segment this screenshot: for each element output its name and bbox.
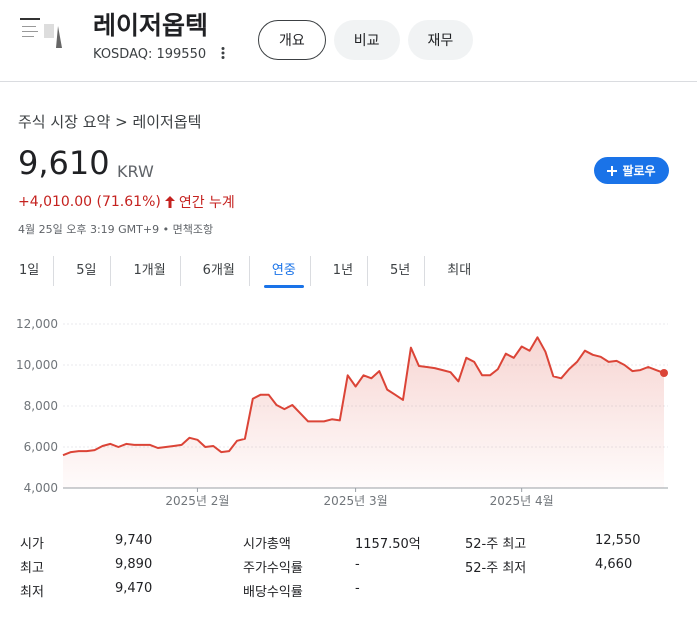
up-arrow <box>164 196 175 208</box>
stat-label: 시가 <box>20 537 44 552</box>
y-tick-label: 12,000 <box>16 317 58 331</box>
y-tick-label: 4,000 <box>24 481 58 495</box>
area <box>63 337 664 488</box>
stat-value: - <box>355 557 360 572</box>
stock-title: 레이저옵텍 <box>93 11 209 40</box>
range-tab[interactable]: 1일 <box>5 256 55 286</box>
last-point <box>660 368 668 377</box>
stat-value: - <box>355 581 360 596</box>
y-tick-label: 10,000 <box>16 358 58 372</box>
y-tick-label: 8,000 <box>24 399 58 413</box>
more-icon[interactable] <box>216 46 230 60</box>
stat-label: 52-주 최저 <box>465 561 527 576</box>
plus-icon <box>607 165 618 176</box>
change-period: 연간 누계 <box>178 195 235 211</box>
tab[interactable]: 비교 <box>333 20 400 60</box>
price: 9,610 <box>18 144 110 182</box>
divider <box>0 81 697 82</box>
line <box>62 336 665 457</box>
range-tab[interactable]: 1년 <box>319 256 369 286</box>
currency: KRW <box>117 162 154 181</box>
y-tick-label: 6,000 <box>24 440 58 454</box>
stat-value: 4,660 <box>595 557 633 572</box>
stat-value: 9,740 <box>115 533 153 548</box>
stat-label: 최고 <box>20 561 44 576</box>
tab[interactable]: 재무 <box>407 20 474 60</box>
stat-value: 9,470 <box>115 581 153 596</box>
follow-button[interactable]: 팔로우 <box>594 157 669 184</box>
stat-label: 최저 <box>20 585 44 600</box>
stat-value: 1157.50억 <box>355 537 421 552</box>
range-tab[interactable]: 5일 <box>62 256 112 286</box>
stat-label: 시가총액 <box>243 537 291 552</box>
ticker-text: KOSDAQ: 199550 <box>93 47 207 62</box>
stat-value: 12,550 <box>595 533 641 548</box>
logo <box>20 18 62 48</box>
range-tab[interactable]: 연중 <box>258 256 311 288</box>
price-change: +4,010.00 (71.61%) 연간 누계 <box>18 192 235 212</box>
stat-label: 배당수익률 <box>243 585 303 600</box>
chart: 4,000 6,000 8,000 10,000 12,000 2025년 2월 2025년… <box>16 317 668 508</box>
range-tab[interactable]: 6개월 <box>189 256 250 286</box>
x-tick-label: 2025년 4월 <box>490 494 554 508</box>
range-tab[interactable]: 5년 <box>376 256 426 286</box>
follow-label: 팔로우 <box>622 164 656 178</box>
range-tab[interactable]: 1개월 <box>119 256 181 286</box>
tab[interactable]: 개요 <box>258 20 326 60</box>
tab-bar: 개요 비교 재무 <box>258 20 474 60</box>
stat-label: 52-주 최고 <box>465 537 527 552</box>
range-tab[interactable]: 최대 <box>447 263 472 278</box>
stat-value: 9,890 <box>115 557 153 572</box>
x-tick-label: 2025년 2월 <box>165 494 229 508</box>
x-tick-label: 2025년 3월 <box>324 494 388 508</box>
time-text: 4월 25일 오후 3:19 GMT+9 • <box>18 223 170 236</box>
stat-label: 주가수익률 <box>243 561 303 576</box>
range-tabs: 1일 5일 1개월 6개월 연중 1년 5년 최대 <box>5 256 493 288</box>
timestamp: 4월 25일 오후 3:19 GMT+9 • 면책조항 <box>18 221 213 237</box>
ticker: KOSDAQ: 199550 <box>93 46 230 62</box>
disclaimer[interactable]: 면책조항 <box>172 223 214 236</box>
breadcrumb[interactable]: 주식 시장 요약 > 레이저옵텍 <box>18 113 202 131</box>
change-value: +4,010.00 (71.61%) <box>18 194 161 210</box>
